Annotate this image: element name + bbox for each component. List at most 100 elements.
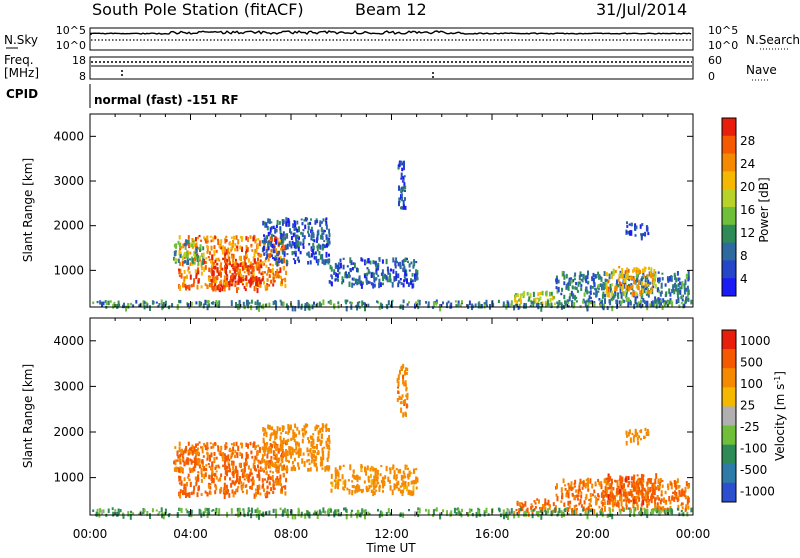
data-cell: [208, 465, 211, 468]
data-cell: [492, 303, 495, 307]
data-cell: [401, 365, 403, 371]
data-cell: [635, 284, 638, 289]
data-cell: [272, 234, 275, 237]
data-cell: [298, 259, 300, 263]
data-cell: [285, 217, 288, 223]
data-cell: [178, 299, 181, 304]
data-cell: [510, 300, 513, 306]
data-cell: [291, 513, 294, 520]
data-cell: [582, 300, 585, 304]
data-cell: [400, 172, 403, 178]
data-cell: [315, 466, 318, 472]
data-cell: [202, 252, 205, 259]
data-cell: [242, 279, 245, 282]
data-cell: [632, 436, 635, 443]
data-cell: [565, 507, 568, 510]
data-cell: [248, 267, 251, 270]
data-cell: [195, 242, 198, 247]
y-tick-label: 4000: [53, 129, 84, 143]
data-cell: [399, 468, 402, 474]
data-cell: [239, 278, 242, 283]
data-cell: [215, 249, 218, 253]
data-cell: [520, 505, 522, 510]
data-cell: [530, 503, 533, 506]
data-cell: [236, 245, 238, 249]
data-cell: [321, 451, 324, 456]
data-cell: [286, 460, 289, 462]
data-cell: [209, 235, 212, 238]
data-cell: [588, 291, 591, 294]
data-cell: [181, 492, 184, 495]
data-cell: [621, 476, 624, 482]
data-cell: [313, 463, 316, 467]
data-cell: [285, 270, 288, 275]
data-cell: [214, 473, 217, 477]
data-cell: [647, 279, 650, 284]
data-cell: [404, 189, 406, 192]
data-cell: [567, 507, 570, 512]
data-cell: [254, 301, 257, 306]
data-cell: [601, 299, 603, 305]
data-cell: [351, 282, 354, 288]
data-cell: [356, 278, 359, 282]
data-cell: [229, 447, 232, 453]
data-cell: [312, 239, 315, 242]
data-cell: [211, 481, 214, 484]
data-cell: [360, 257, 363, 262]
power-colorbar-label: Power [dB]: [757, 177, 771, 242]
data-cell: [633, 434, 636, 438]
data-cell: [272, 264, 274, 267]
data-cell: [631, 292, 634, 297]
data-cell: [231, 253, 233, 257]
data-cell: [212, 509, 215, 512]
data-cell: [312, 433, 315, 436]
colorbar-swatch: [722, 260, 736, 279]
data-cell: [672, 284, 675, 287]
data-cell: [319, 254, 322, 260]
data-cell: [396, 378, 399, 383]
data-cell: [308, 459, 310, 462]
data-cell: [367, 511, 370, 516]
data-cell: [405, 372, 408, 375]
data-cell: [529, 304, 532, 308]
data-cell: [329, 264, 332, 270]
data-cell: [547, 499, 550, 506]
data-cell: [530, 509, 533, 512]
data-cell: [628, 481, 631, 485]
data-cell: [297, 463, 300, 467]
data-cell: [226, 259, 228, 263]
data-cell: [626, 221, 628, 225]
data-cell: [667, 485, 670, 491]
data-cell: [279, 229, 282, 234]
data-cell: [597, 498, 600, 501]
data-cell: [455, 304, 458, 308]
data-cell: [312, 449, 315, 454]
data-cell: [293, 225, 296, 231]
data-cell: [318, 301, 321, 307]
data-cell: [167, 306, 170, 310]
data-cell: [245, 456, 248, 460]
data-cell: [294, 514, 297, 520]
data-cell: [615, 502, 618, 507]
data-cell: [363, 480, 366, 484]
data-cell: [405, 464, 408, 467]
data-cell: [582, 481, 585, 487]
data-cell: [600, 500, 603, 505]
data-cell: [285, 451, 287, 457]
data-cell: [247, 465, 250, 470]
data-cell: [570, 279, 573, 284]
data-cell: [316, 426, 319, 430]
data-cell: [336, 480, 339, 486]
data-cell: [404, 270, 407, 276]
data-cell: [226, 275, 229, 278]
data-cell: [197, 477, 200, 482]
data-cell: [388, 467, 391, 470]
data-cell: [374, 260, 377, 267]
data-cell: [662, 506, 665, 511]
data-cell: [402, 470, 405, 474]
data-cell: [225, 484, 228, 491]
data-cell: [334, 480, 336, 483]
velocity-colorbar-label-close: ]: [773, 371, 787, 376]
data-cell: [673, 289, 676, 295]
